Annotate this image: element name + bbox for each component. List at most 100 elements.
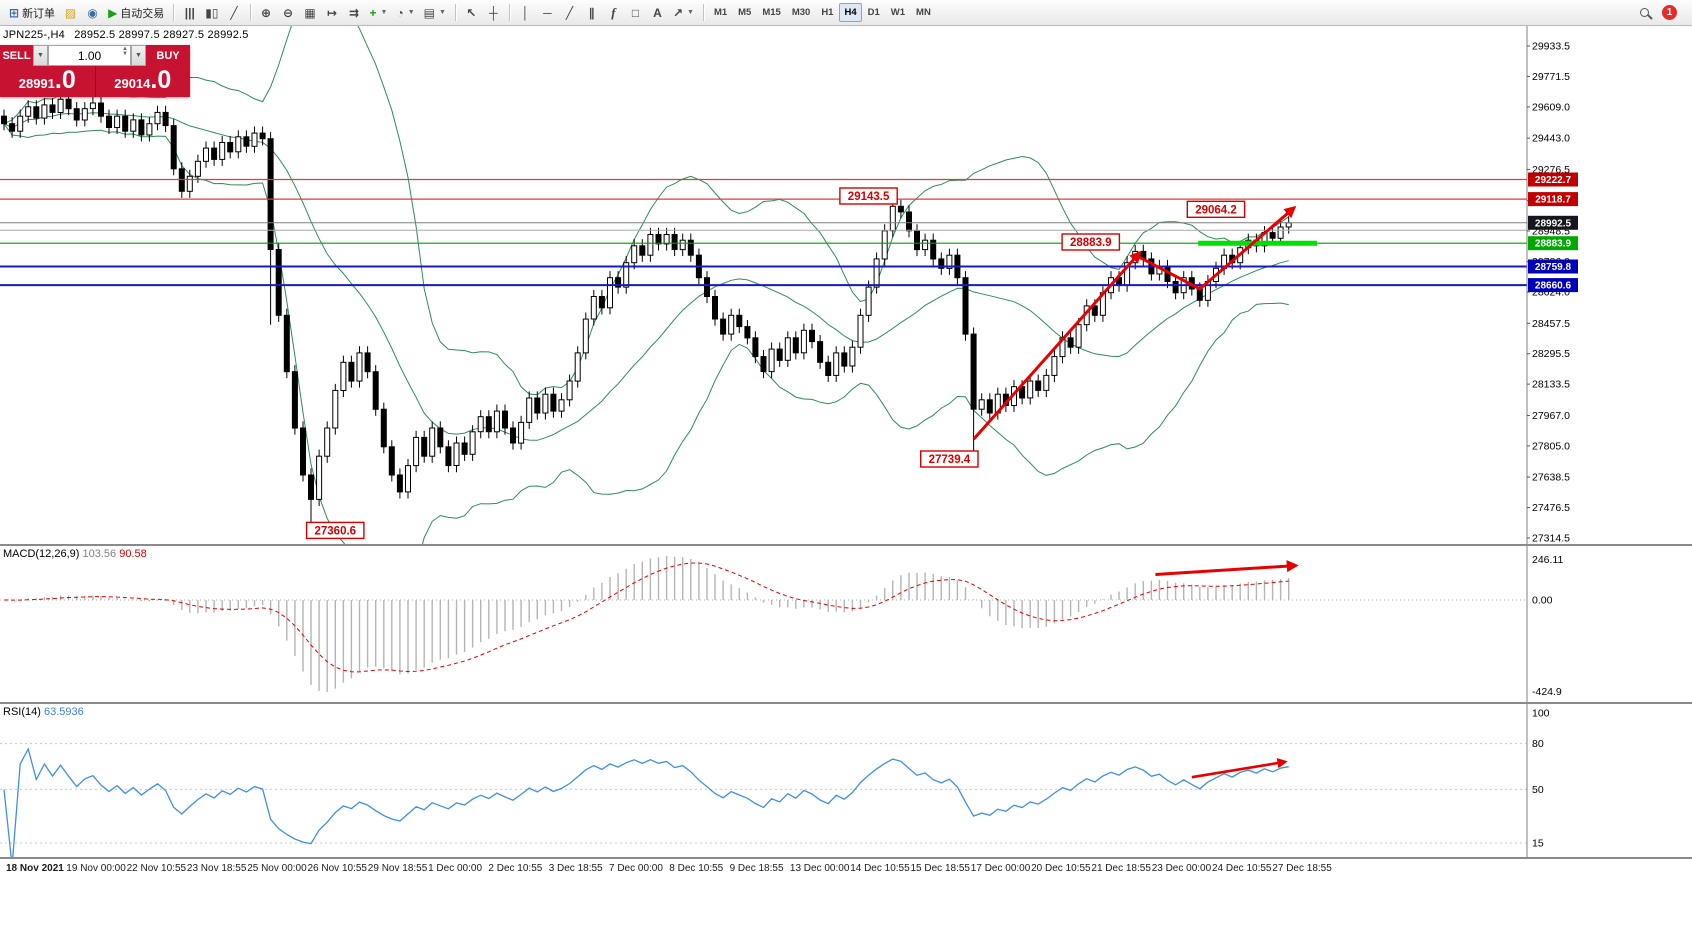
chart-shift-button[interactable]: ⇉ xyxy=(344,3,365,23)
trend-arrows[interactable] xyxy=(972,205,1297,441)
periods-button[interactable]: ◔ ▼ xyxy=(392,3,418,23)
zoom-out-button[interactable]: ⊖ xyxy=(278,3,299,23)
rsi-indicator-pane[interactable]: 100 80 50 15 RSI(14) 63.5936 xyxy=(0,704,1692,857)
volume-input[interactable] xyxy=(59,48,120,63)
data-window-button[interactable]: ◉ xyxy=(82,3,103,23)
pane-separator[interactable] xyxy=(0,857,1692,859)
buy-button[interactable]: BUY xyxy=(146,45,190,66)
cursor-button[interactable]: ↖ xyxy=(461,3,482,23)
toolbar-separator xyxy=(249,4,251,21)
horizontal-line-icon: ─ xyxy=(543,5,552,20)
volume-stepper[interactable]: ▲ ▼ xyxy=(122,46,128,58)
candlestick-series xyxy=(1,92,1292,530)
time-label: 20 Dec 10:55 xyxy=(1031,863,1091,874)
channel-icon: ∥ xyxy=(588,5,595,20)
time-label: 22 Nov 10:55 xyxy=(126,863,187,874)
sell-options-dropdown[interactable]: ▼ xyxy=(33,45,48,66)
time-axis[interactable]: 18 Nov 2021 19 Nov 00:00 22 Nov 10:55 23 No… xyxy=(0,859,1692,942)
profiles-icon: ▨ xyxy=(64,5,77,20)
svg-text:27638.5: 27638.5 xyxy=(1532,472,1570,484)
horizontal-line-button[interactable]: ─ xyxy=(537,3,558,23)
buy-price-button[interactable]: 29014 .0 xyxy=(95,66,190,97)
svg-text:29443.0: 29443.0 xyxy=(1532,133,1570,145)
arrow-tools-icon: ↗ xyxy=(672,5,683,20)
vertical-line-icon: │ xyxy=(521,5,530,20)
autotrading-button[interactable]: ▶ 自动交易 xyxy=(108,5,165,20)
pane-separator[interactable] xyxy=(0,544,1692,546)
toolbar-separator xyxy=(454,4,456,21)
trendline-button[interactable]: ╱ xyxy=(559,3,580,23)
buy-options-dropdown[interactable]: ▼ xyxy=(131,45,146,66)
candlestick-chart-button[interactable]: ▮▯ xyxy=(201,3,222,23)
time-label: 29 Nov 18:55 xyxy=(367,863,428,874)
macd-name: MACD(12,26,9) xyxy=(3,548,80,560)
timeframe-d1[interactable]: D1 xyxy=(867,7,880,18)
shapes-button[interactable]: □ xyxy=(625,3,646,23)
time-label: 27 Dec 18:55 xyxy=(1272,863,1332,874)
toolbar-separator xyxy=(173,4,175,21)
horizontal-levels[interactable] xyxy=(0,178,1527,287)
price-chart-pane[interactable]: 29143.5 29064.2 28883.9 27739.4 27360.6 29933… xyxy=(0,26,1692,544)
macd-axis-scale[interactable] xyxy=(1527,546,1587,702)
templates-button[interactable]: ▤ ▼ xyxy=(420,3,450,23)
time-label: 1 Dec 00:00 xyxy=(428,863,483,874)
data-window-icon: ◉ xyxy=(87,5,98,20)
new-order-icon: ⊞ xyxy=(9,5,20,20)
timeframe-h4[interactable]: H4 xyxy=(839,3,862,22)
vertical-line-button[interactable]: │ xyxy=(515,3,536,23)
dropdown-caret: ▼ xyxy=(687,9,694,16)
macd-signal-line xyxy=(3,562,1289,673)
main-chart-canvas[interactable]: 29143.5 29064.2 28883.9 27739.4 27360.6 29933… xyxy=(0,26,1692,544)
zoom-in-button[interactable]: ⊕ xyxy=(256,3,277,23)
price-axis-scale[interactable] xyxy=(1527,26,1587,544)
profiles-button[interactable]: ▨ xyxy=(60,3,81,23)
rsi-axis-scale[interactable] xyxy=(1527,704,1587,857)
time-label: 23 Nov 18:55 xyxy=(186,863,247,874)
main-toolbar: ⊞ 新订单 ▨ ◉ ▶ 自动交易 ||| ▮▯ ╱ ⊕ ⊖ ▦ ↦ ⇉ + ▼ ◔ ▼ ▤ ▼ ↖ ┼ │ ─ ╱ ∥ f □ A ↗ ▼ M… xyxy=(0,0,1692,26)
crosshair-button[interactable]: ┼ xyxy=(483,3,504,23)
timeframe-m1[interactable]: M1 xyxy=(713,7,728,18)
new-order-button[interactable]: ⊞ 新订单 xyxy=(9,5,56,20)
timeframe-w1[interactable]: W1 xyxy=(890,7,906,18)
svg-text:28457.5: 28457.5 xyxy=(1532,318,1570,330)
price-callouts[interactable]: 29143.5 29064.2 28883.9 27739.4 27360.6 xyxy=(305,187,1246,540)
sell-price-button[interactable]: 28991 .0 xyxy=(0,66,96,97)
svg-text:27805.0: 27805.0 xyxy=(1532,440,1570,452)
svg-text:29222.7: 29222.7 xyxy=(1535,175,1572,186)
chart-header: JPN225-,H4 28952.5 28997.5 28927.5 28992… xyxy=(3,29,255,41)
svg-text:29609.0: 29609.0 xyxy=(1532,102,1570,114)
timeframe-m5[interactable]: M5 xyxy=(738,7,752,18)
auto-scroll-button[interactable]: ↦ xyxy=(322,3,343,23)
text-button[interactable]: A xyxy=(647,3,668,23)
arrow-tools-button[interactable]: ↗ ▼ xyxy=(669,3,698,23)
time-label: 17 Dec 00:00 xyxy=(970,863,1031,874)
macd-canvas[interactable]: 246.11 0.00 -424.9 xyxy=(0,546,1692,702)
fibonacci-button[interactable]: f xyxy=(603,3,624,23)
timeframe-m15[interactable]: M15 xyxy=(762,7,781,18)
line-chart-button[interactable]: ╱ xyxy=(224,3,245,23)
svg-text:0.00: 0.00 xyxy=(1532,595,1553,607)
svg-text:28883.9: 28883.9 xyxy=(1535,239,1572,250)
dropdown-caret: ▼ xyxy=(407,9,415,16)
rsi-trend-arrow[interactable] xyxy=(1191,757,1288,779)
notifications-badge[interactable]: 1 xyxy=(1662,5,1677,20)
indicators-button[interactable]: + ▼ xyxy=(366,3,392,23)
svg-text:80: 80 xyxy=(1532,738,1544,750)
timeframe-h1[interactable]: H1 xyxy=(821,7,834,18)
pane-separator[interactable] xyxy=(0,702,1692,704)
search-button[interactable] xyxy=(1634,3,1655,23)
svg-text:100: 100 xyxy=(1532,708,1550,720)
buy-price-big-digit: .0 xyxy=(150,66,172,94)
channel-button[interactable]: ∥ xyxy=(581,3,602,23)
macd-indicator-pane[interactable]: 246.11 0.00 -424.9 MACD(12,26,9) 103.56 90… xyxy=(0,546,1692,702)
macd-trend-arrow[interactable] xyxy=(1155,560,1299,576)
timeframe-mn[interactable]: MN xyxy=(916,7,931,18)
time-label: 2 Dec 10:55 xyxy=(488,863,543,874)
time-label: 13 Dec 00:00 xyxy=(789,863,850,874)
tile-windows-button[interactable]: ▦ xyxy=(300,3,321,23)
timeframe-m30[interactable]: M30 xyxy=(791,7,811,18)
bar-chart-button[interactable]: ||| xyxy=(179,3,200,23)
sell-button[interactable]: SELL xyxy=(0,45,33,66)
svg-text:28660.6: 28660.6 xyxy=(1535,281,1572,292)
rsi-canvas[interactable]: 100 80 50 15 xyxy=(0,704,1692,857)
